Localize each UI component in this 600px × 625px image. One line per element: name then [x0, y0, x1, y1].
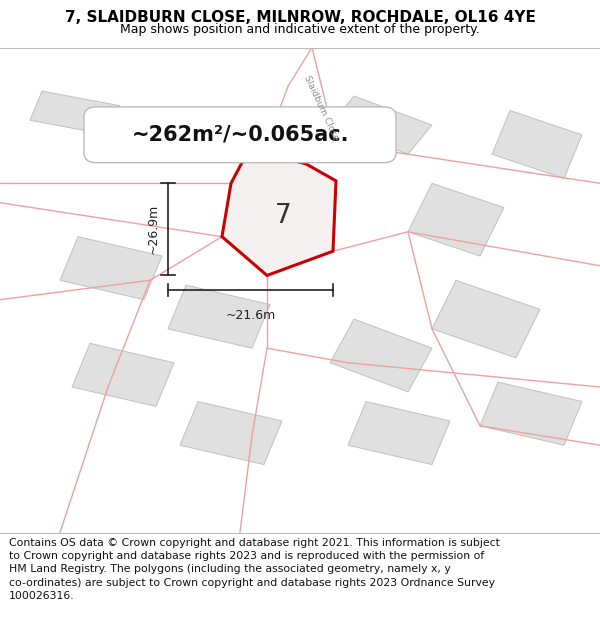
- Text: Map shows position and indicative extent of the property.: Map shows position and indicative extent…: [120, 22, 480, 36]
- Polygon shape: [348, 401, 450, 464]
- Text: ~262m²/~0.065ac.: ~262m²/~0.065ac.: [131, 125, 349, 145]
- Polygon shape: [72, 343, 174, 406]
- Polygon shape: [180, 401, 282, 464]
- Polygon shape: [432, 280, 540, 358]
- Polygon shape: [60, 237, 162, 300]
- Polygon shape: [168, 285, 270, 348]
- Polygon shape: [408, 183, 504, 256]
- Text: 7: 7: [275, 202, 292, 229]
- Polygon shape: [480, 382, 582, 445]
- Polygon shape: [330, 319, 432, 392]
- Polygon shape: [492, 111, 582, 179]
- FancyBboxPatch shape: [84, 107, 396, 162]
- Text: ~26.9m: ~26.9m: [146, 204, 160, 254]
- Text: Contains OS data © Crown copyright and database right 2021. This information is : Contains OS data © Crown copyright and d…: [9, 538, 500, 601]
- Polygon shape: [330, 96, 432, 154]
- Text: Slaidburn Close: Slaidburn Close: [302, 74, 340, 142]
- Polygon shape: [222, 149, 336, 276]
- Polygon shape: [30, 91, 120, 135]
- Text: 7, SLAIDBURN CLOSE, MILNROW, ROCHDALE, OL16 4YE: 7, SLAIDBURN CLOSE, MILNROW, ROCHDALE, O…: [65, 11, 535, 26]
- Text: ~21.6m: ~21.6m: [226, 309, 275, 322]
